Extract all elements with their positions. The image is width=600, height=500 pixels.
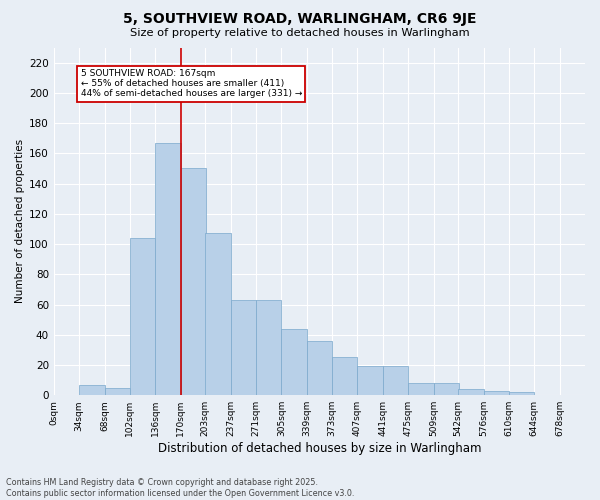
Bar: [434, 383, 459, 395]
Bar: [79, 384, 104, 395]
Bar: [130, 238, 155, 395]
Bar: [332, 358, 358, 395]
Bar: [458, 389, 484, 395]
Y-axis label: Number of detached properties: Number of detached properties: [15, 140, 25, 304]
Bar: [408, 383, 434, 395]
Bar: [205, 234, 230, 395]
Bar: [484, 390, 509, 395]
Bar: [358, 366, 383, 395]
Bar: [307, 341, 332, 395]
Bar: [104, 388, 130, 395]
Bar: [181, 168, 206, 395]
Text: Size of property relative to detached houses in Warlingham: Size of property relative to detached ho…: [130, 28, 470, 38]
Bar: [256, 300, 281, 395]
Text: 5, SOUTHVIEW ROAD, WARLINGHAM, CR6 9JE: 5, SOUTHVIEW ROAD, WARLINGHAM, CR6 9JE: [123, 12, 477, 26]
Bar: [383, 366, 408, 395]
Text: Contains HM Land Registry data © Crown copyright and database right 2025.
Contai: Contains HM Land Registry data © Crown c…: [6, 478, 355, 498]
Bar: [509, 392, 534, 395]
Bar: [230, 300, 256, 395]
Bar: [155, 142, 181, 395]
X-axis label: Distribution of detached houses by size in Warlingham: Distribution of detached houses by size …: [158, 442, 481, 455]
Text: 5 SOUTHVIEW ROAD: 167sqm
← 55% of detached houses are smaller (411)
44% of semi-: 5 SOUTHVIEW ROAD: 167sqm ← 55% of detach…: [80, 68, 302, 98]
Bar: [281, 328, 307, 395]
